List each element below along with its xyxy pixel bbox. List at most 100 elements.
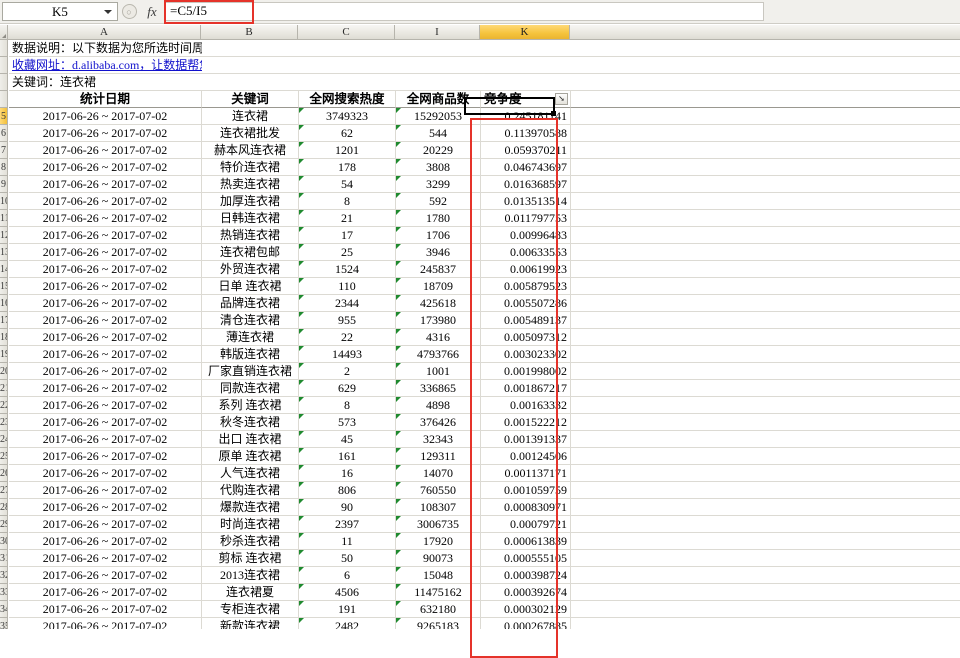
cell-search-heat[interactable]: 11 <box>299 533 396 550</box>
cell-rest[interactable] <box>571 414 960 431</box>
cell-product-count[interactable]: 632180 <box>396 601 481 618</box>
cell-date[interactable]: 2017-06-26 ~ 2017-07-02 <box>9 363 202 380</box>
row-header[interactable]: 9 <box>0 176 7 193</box>
table-header-keyword[interactable]: 关键词 <box>202 91 299 108</box>
cell-competition[interactable]: 0.000398724 <box>481 567 571 584</box>
cell-product-count[interactable]: 3006735 <box>396 516 481 533</box>
table-row[interactable]: 2017-06-26 ~ 2017-07-02 韩版连衣裙 14493 4793766… <box>9 346 960 363</box>
cell-date[interactable]: 2017-06-26 ~ 2017-07-02 <box>9 584 202 601</box>
cell-keyword[interactable]: 秒杀连衣裙 <box>202 533 299 550</box>
cell-search-heat[interactable]: 6 <box>299 567 396 584</box>
circle-icon[interactable]: ○ <box>121 4 137 19</box>
cell-keyword[interactable]: 连衣裙批发 <box>202 125 299 142</box>
name-box[interactable]: K5 <box>2 2 118 21</box>
table-row[interactable]: 2017-06-26 ~ 2017-07-02 加厚连衣裙 8 592 0.013513… <box>9 193 960 210</box>
cell-date[interactable]: 2017-06-26 ~ 2017-07-02 <box>9 516 202 533</box>
table-row[interactable]: 2017-06-26 ~ 2017-07-02 赫本风连衣裙 1201 20229 0.… <box>9 142 960 159</box>
cell-keyword[interactable]: 人气连衣裙 <box>202 465 299 482</box>
cell-product-count[interactable]: 18709 <box>396 278 481 295</box>
row-header[interactable]: 8 <box>0 159 7 176</box>
cell-product-count[interactable]: 20229 <box>396 142 481 159</box>
row-header[interactable] <box>0 57 7 74</box>
cell-search-heat[interactable]: 90 <box>299 499 396 516</box>
cell-competition[interactable]: 0.000555105 <box>481 550 571 567</box>
cell-rest[interactable] <box>571 380 960 397</box>
cell-date[interactable]: 2017-06-26 ~ 2017-07-02 <box>9 159 202 176</box>
cell-search-heat[interactable]: 25 <box>299 244 396 261</box>
table-row[interactable]: 2017-06-26 ~ 2017-07-02 人气连衣裙 16 14070 0.001… <box>9 465 960 482</box>
cell-search-heat[interactable]: 8 <box>299 193 396 210</box>
row-header[interactable]: 17 <box>0 312 7 329</box>
cell-date[interactable]: 2017-06-26 ~ 2017-07-02 <box>9 482 202 499</box>
cell-search-heat[interactable]: 14493 <box>299 346 396 363</box>
row-header[interactable]: 18 <box>0 329 7 346</box>
cell-product-count[interactable]: 3808 <box>396 159 481 176</box>
column-header-k[interactable]: K <box>480 25 570 40</box>
cell-date[interactable]: 2017-06-26 ~ 2017-07-02 <box>9 329 202 346</box>
cell-search-heat[interactable]: 629 <box>299 380 396 397</box>
cell-competition[interactable]: 0.001522212 <box>481 414 571 431</box>
cell-keyword[interactable]: 厂家直销连衣裙 <box>202 363 299 380</box>
cell-competition[interactable]: 0.000830971 <box>481 499 571 516</box>
row-header[interactable]: 16 <box>0 295 7 312</box>
cell-date[interactable]: 2017-06-26 ~ 2017-07-02 <box>9 465 202 482</box>
cell-competition[interactable]: 0.001059759 <box>481 482 571 499</box>
cell-keyword[interactable]: 热卖连衣裙 <box>202 176 299 193</box>
cell-competition[interactable]: 0.016368597 <box>481 176 571 193</box>
cell-product-count[interactable]: 760550 <box>396 482 481 499</box>
cell-keyword[interactable]: 秋冬连衣裙 <box>202 414 299 431</box>
cell-search-heat[interactable]: 1201 <box>299 142 396 159</box>
table-row[interactable]: 2017-06-26 ~ 2017-07-02 连衣裙批发 62 544 0.11397… <box>9 125 960 142</box>
cell-date[interactable]: 2017-06-26 ~ 2017-07-02 <box>9 499 202 516</box>
cell-rest[interactable] <box>571 295 960 312</box>
cell-date[interactable]: 2017-06-26 ~ 2017-07-02 <box>9 142 202 159</box>
cell-keyword[interactable]: 出口 连衣裙 <box>202 431 299 448</box>
cell-date[interactable]: 2017-06-26 ~ 2017-07-02 <box>9 414 202 431</box>
cell-keyword[interactable]: 剪标 连衣裙 <box>202 550 299 567</box>
row-header[interactable]: 7 <box>0 142 7 159</box>
cell-product-count[interactable]: 32343 <box>396 431 481 448</box>
cell-search-heat[interactable]: 573 <box>299 414 396 431</box>
cell-search-heat[interactable]: 8 <box>299 397 396 414</box>
formula-input[interactable]: =C5/I5 <box>164 1 764 21</box>
row-header[interactable]: 15 <box>0 278 7 295</box>
row-header[interactable]: 22 <box>0 397 7 414</box>
row-header[interactable]: 11 <box>0 210 7 227</box>
row-header[interactable]: 21 <box>0 380 7 397</box>
row-header[interactable]: 6 <box>0 125 7 142</box>
cell-keyword[interactable]: 连衣裙夏 <box>202 584 299 601</box>
cell-search-heat[interactable]: 2 <box>299 363 396 380</box>
cell-keyword[interactable]: 原单 连衣裙 <box>202 448 299 465</box>
cell-keyword[interactable]: 加厚连衣裙 <box>202 193 299 210</box>
cell-competition[interactable]: 0.011797753 <box>481 210 571 227</box>
cell-competition[interactable]: 0.005097312 <box>481 329 571 346</box>
table-row[interactable]: 2017-06-26 ~ 2017-07-02 代购连衣裙 806 760550 0.0… <box>9 482 960 499</box>
filter-dropdown-icon[interactable]: ↘ <box>555 93 568 105</box>
cell-keyword[interactable]: 代购连衣裙 <box>202 482 299 499</box>
cell-date[interactable]: 2017-06-26 ~ 2017-07-02 <box>9 295 202 312</box>
cell-competition[interactable]: 0.000392674 <box>481 584 571 601</box>
cell-competition[interactable]: 0.000302129 <box>481 601 571 618</box>
table-row[interactable]: 2017-06-26 ~ 2017-07-02 2013连衣裙 6 15048 0.00… <box>9 567 960 584</box>
cell-rest[interactable] <box>571 193 960 210</box>
cell-rest[interactable] <box>571 567 960 584</box>
row-header[interactable] <box>0 74 7 91</box>
cell-rest[interactable] <box>571 261 960 278</box>
cell-rest[interactable] <box>571 448 960 465</box>
row-header[interactable] <box>0 40 7 57</box>
row-header[interactable]: 5 <box>0 108 7 125</box>
row-header[interactable]: 20 <box>0 363 7 380</box>
cell-keyword[interactable]: 2013连衣裙 <box>202 567 299 584</box>
cell-rest[interactable] <box>571 363 960 380</box>
cell-search-heat[interactable]: 161 <box>299 448 396 465</box>
cell-search-heat[interactable]: 955 <box>299 312 396 329</box>
cell-date[interactable]: 2017-06-26 ~ 2017-07-02 <box>9 533 202 550</box>
cell-rest[interactable] <box>571 601 960 618</box>
cell-date[interactable]: 2017-06-26 ~ 2017-07-02 <box>9 550 202 567</box>
table-row[interactable]: 2017-06-26 ~ 2017-07-02 热销连衣裙 17 1706 0.0099… <box>9 227 960 244</box>
cell-product-count[interactable]: 1001 <box>396 363 481 380</box>
cell-product-count[interactable]: 3946 <box>396 244 481 261</box>
cell-product-count[interactable]: 15292053 <box>396 108 481 125</box>
table-row[interactable]: 2017-06-26 ~ 2017-07-02 剪标 连衣裙 50 90073 0.00… <box>9 550 960 567</box>
cell-keyword[interactable]: 清仓连衣裙 <box>202 312 299 329</box>
